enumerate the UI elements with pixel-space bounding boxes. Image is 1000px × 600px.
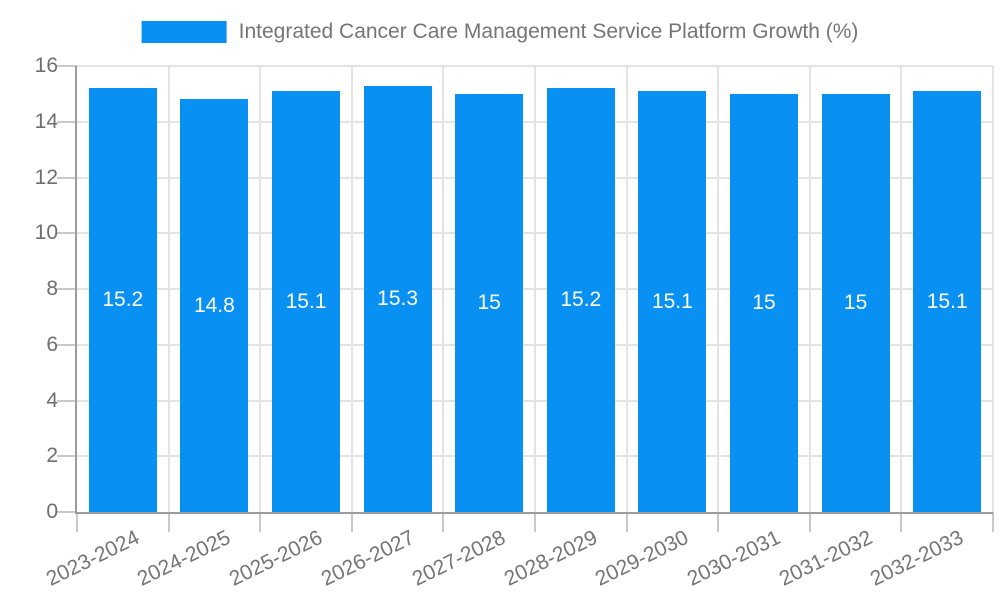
x-tick-mark — [259, 512, 262, 532]
y-tick-label: 8 — [46, 277, 58, 300]
y-tick-label: 0 — [46, 500, 58, 523]
bar-value-label: 15 — [477, 290, 501, 314]
y-tick-mark — [57, 288, 77, 290]
gridline-vertical — [442, 66, 445, 512]
legend-title: Integrated Cancer Care Management Servic… — [238, 20, 859, 43]
x-tick-label: 2032-2033 — [866, 526, 968, 591]
y-tick-label: 16 — [34, 54, 58, 77]
bar: 15 — [821, 93, 890, 512]
x-tick-mark — [717, 512, 720, 532]
x-tick-mark — [900, 512, 903, 532]
bar: 15.1 — [638, 91, 707, 512]
x-tick-label: 2030-2031 — [683, 526, 785, 591]
legend-swatch — [141, 21, 227, 43]
y-tick-label: 12 — [34, 165, 58, 189]
x-tick-label: 2028-2029 — [500, 526, 601, 591]
bar: 15.3 — [363, 85, 432, 512]
x-tick-label: 2025-2026 — [225, 526, 327, 591]
bar-value-label: 15.3 — [377, 286, 419, 310]
x-tick-mark — [625, 512, 628, 532]
y-tick-label: 6 — [46, 332, 58, 356]
bar: 15.1 — [913, 91, 982, 512]
x-tick-mark — [534, 512, 536, 532]
x-tick-mark — [167, 512, 170, 532]
plot-area: 15.2 14.8 15.1 15.3 15 15.2 15.1 15 15 15.1 — [75, 65, 994, 514]
bar-value-label: 15.2 — [102, 288, 144, 312]
y-tick-mark — [57, 511, 77, 513]
gridline-vertical — [717, 66, 720, 512]
bar-value-label: 15.1 — [285, 289, 327, 313]
x-tick-label: 2029-2030 — [592, 526, 693, 591]
y-tick-label: 2 — [46, 444, 58, 468]
gridline-vertical — [992, 66, 994, 512]
x-tick-label: 2023-2024 — [42, 526, 143, 591]
y-axis-line — [75, 66, 77, 512]
bar-value-label: 15.2 — [560, 288, 602, 312]
gridline-vertical — [808, 66, 811, 512]
y-tick-mark — [57, 399, 77, 402]
bar: 14.8 — [180, 99, 249, 512]
y-tick-mark — [57, 65, 77, 67]
y-tick-mark — [57, 120, 77, 123]
x-axis-line — [75, 512, 993, 514]
bar-value-label: 15.1 — [651, 289, 693, 313]
bar-value-label: 15.1 — [926, 289, 968, 313]
bar-value-label: 15 — [752, 290, 776, 314]
x-tick-mark — [76, 512, 78, 532]
y-tick-label: 14 — [34, 109, 58, 133]
bar: 15.2 — [88, 88, 157, 512]
x-tick-mark — [442, 512, 445, 532]
y-tick-label: 4 — [46, 388, 58, 412]
bar: 15 — [455, 93, 524, 512]
bar: 15.2 — [546, 88, 615, 512]
y-tick-mark — [57, 232, 77, 235]
x-tick-label: 2031-2032 — [775, 526, 876, 591]
gridline-vertical — [534, 66, 536, 512]
x-tick-mark — [992, 512, 994, 532]
gridline-vertical — [350, 66, 353, 512]
y-tick-mark — [57, 455, 77, 458]
gridline-vertical — [259, 66, 262, 512]
x-tick-label: 2024-2025 — [134, 526, 235, 591]
y-tick-label: 10 — [34, 221, 58, 245]
x-tick-label: 2027-2028 — [408, 526, 510, 591]
gridline-vertical — [900, 66, 903, 512]
x-tick-mark — [808, 512, 811, 532]
gridline-vertical — [625, 66, 628, 512]
bar: 15 — [730, 93, 798, 512]
bar-value-label: 14.8 — [193, 293, 235, 317]
gridline-vertical — [167, 66, 170, 512]
bar: 15.1 — [272, 91, 340, 512]
x-tick-label: 2026-2027 — [317, 526, 418, 591]
x-tick-mark — [350, 512, 353, 532]
y-tick-mark — [57, 176, 77, 179]
bar-value-label: 15 — [843, 290, 868, 314]
y-tick-mark — [57, 343, 77, 346]
chart-legend: Integrated Cancer Care Management Servic… — [141, 20, 859, 44]
